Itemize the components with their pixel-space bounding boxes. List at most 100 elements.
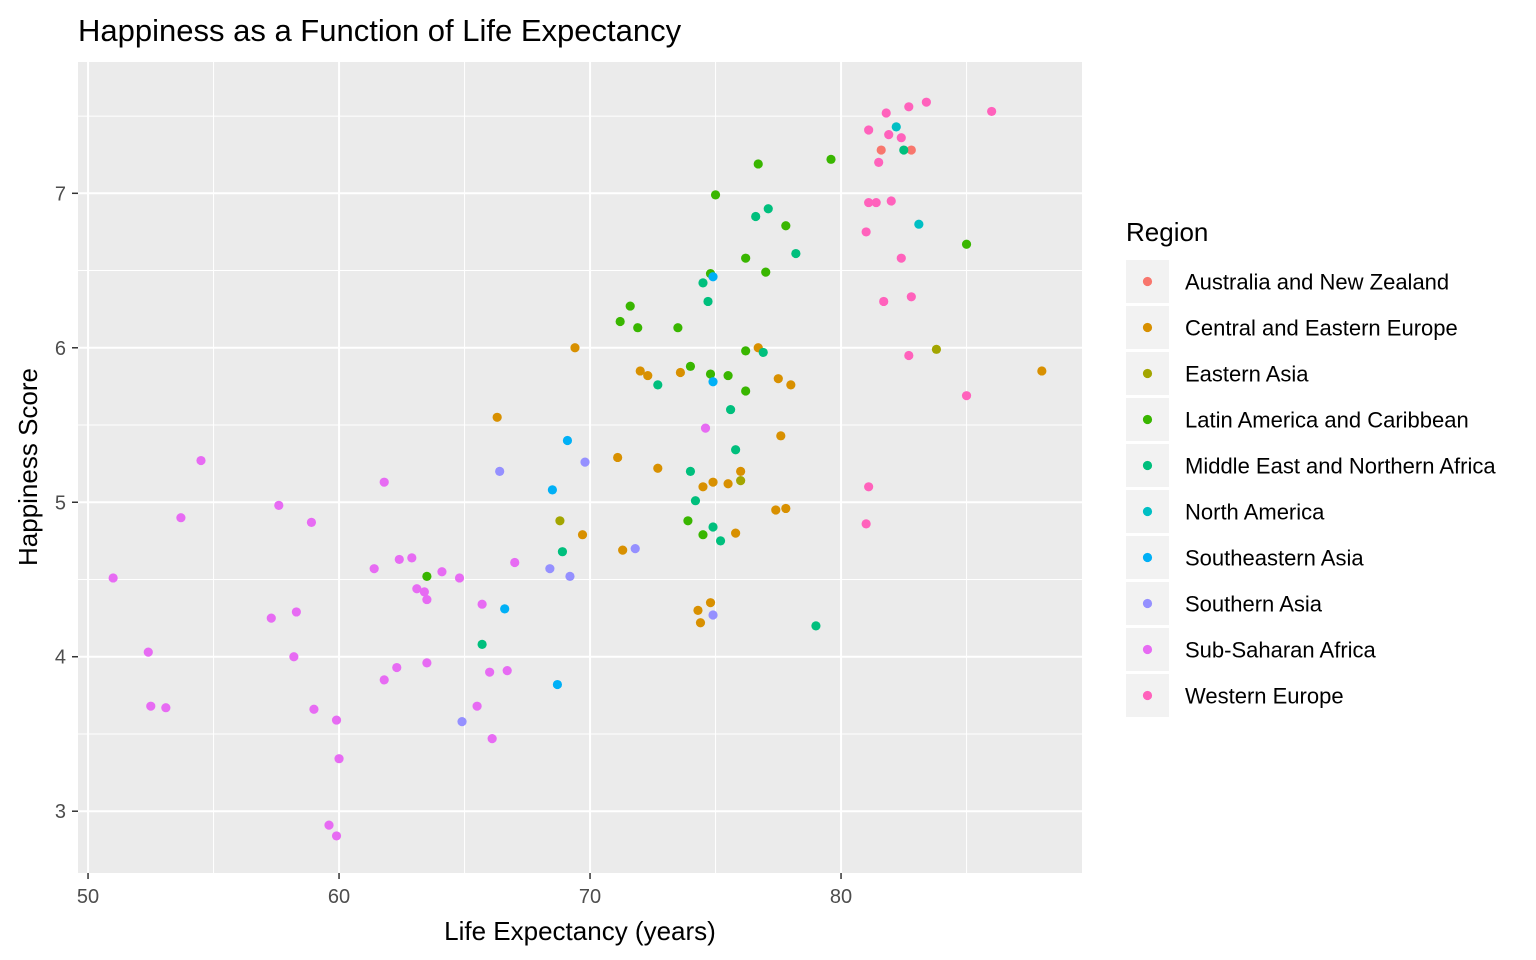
x-tick-label: 60 [328, 886, 350, 908]
data-point [879, 296, 889, 307]
y-tick-label: 6 [55, 338, 66, 360]
data-point [987, 106, 997, 117]
legend-swatch [1142, 644, 1153, 655]
data-point [731, 528, 741, 538]
data-point [412, 584, 422, 594]
legend-label: Latin America and Caribbean [1185, 408, 1469, 433]
data-point [710, 190, 721, 200]
data-point [753, 159, 763, 169]
data-point [675, 367, 686, 378]
data-point [871, 197, 881, 208]
data-point [266, 613, 276, 623]
data-point [555, 516, 565, 526]
data-point [565, 571, 575, 582]
legend-swatch [1142, 690, 1153, 701]
y-tick-label: 3 [55, 801, 66, 823]
data-point [731, 445, 741, 455]
major-gridlines [78, 62, 1082, 873]
data-point [477, 639, 487, 649]
data-point [510, 557, 520, 568]
legend-swatch [1142, 506, 1153, 517]
data-point [653, 463, 663, 473]
data-point [763, 204, 773, 214]
data-point [708, 522, 718, 532]
data-point [961, 391, 972, 401]
data-point [309, 704, 319, 714]
data-point [896, 253, 906, 263]
data-point [683, 516, 693, 526]
data-point [422, 658, 432, 668]
data-point [771, 505, 781, 515]
legend-title: Region [1126, 217, 1208, 247]
data-point [334, 754, 344, 764]
data-point [874, 157, 884, 168]
data-point [289, 652, 299, 662]
data-point [781, 221, 791, 231]
data-point [726, 404, 736, 415]
data-point [741, 253, 751, 263]
data-point [331, 831, 342, 841]
y-axis-title: Happiness Score [13, 368, 43, 566]
data-point [700, 423, 711, 433]
data-point [618, 545, 628, 555]
data-point [422, 571, 432, 582]
data-point [881, 108, 891, 118]
data-point [143, 647, 153, 657]
x-tick-label: 80 [830, 886, 852, 908]
data-point [422, 594, 432, 605]
legend-items: Australia and New Zealand Central and Eas… [1126, 260, 1496, 717]
data-point [487, 734, 497, 744]
legend-label: Southeastern Asia [1185, 546, 1364, 571]
data-point [896, 133, 906, 143]
data-point [786, 380, 796, 390]
data-point [500, 604, 510, 614]
x-axis-ticks: 50 60 70 80 [77, 873, 852, 908]
y-tick-label: 5 [55, 492, 66, 514]
data-point [577, 530, 588, 540]
data-point [781, 503, 791, 514]
data-point [545, 564, 555, 574]
data-point [826, 154, 836, 164]
data-point [914, 219, 924, 229]
data-point [791, 248, 801, 259]
data-point [419, 587, 429, 597]
data-point [921, 97, 931, 107]
data-point [306, 517, 317, 527]
legend-label: Eastern Asia [1185, 362, 1309, 387]
data-point [811, 621, 821, 631]
data-point [653, 380, 663, 390]
data-point [741, 346, 751, 356]
data-point [715, 536, 726, 546]
x-tick-label: 50 [77, 886, 99, 908]
data-point [751, 211, 761, 222]
data-point [369, 564, 379, 574]
data-point [904, 350, 914, 361]
legend-swatch [1142, 414, 1153, 425]
data-point [274, 500, 284, 510]
data-point [886, 196, 896, 206]
legend-swatch [1142, 598, 1153, 609]
data-point [906, 145, 916, 155]
data-point [690, 496, 701, 506]
data-point [906, 292, 916, 302]
data-point [407, 553, 417, 563]
legend-label: Middle East and Northern Africa [1185, 454, 1496, 479]
data-point [485, 667, 495, 677]
data-point [698, 530, 708, 540]
data-point [685, 466, 696, 476]
legend-swatch [1142, 552, 1153, 563]
legend-label: Southern Asia [1185, 592, 1323, 617]
data-point [703, 296, 713, 307]
data-point [773, 374, 783, 384]
data-point [705, 369, 716, 379]
data-point [931, 344, 942, 354]
data-point [176, 513, 186, 523]
data-point [861, 227, 871, 237]
legend-swatch [1142, 322, 1153, 333]
chart-title: Happiness as a Function of Life Expectan… [78, 13, 682, 48]
data-point [633, 323, 643, 333]
data-point [643, 370, 653, 381]
data-point [861, 519, 871, 529]
data-point [562, 435, 573, 446]
legend-label: North America [1185, 500, 1325, 525]
